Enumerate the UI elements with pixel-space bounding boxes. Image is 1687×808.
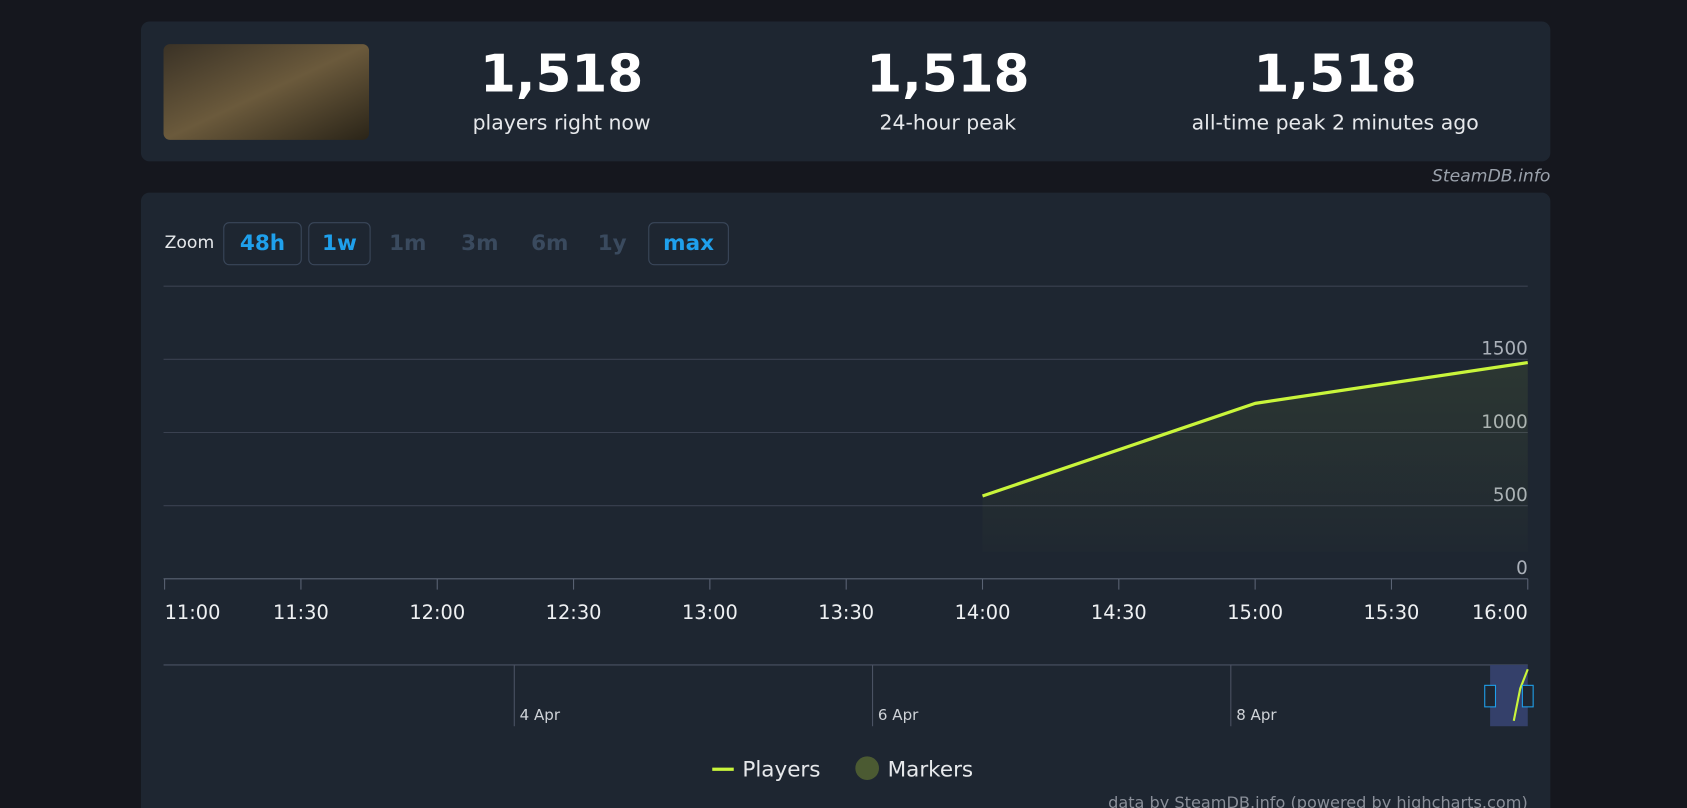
x-tick-label: 13:30 bbox=[818, 601, 874, 624]
zoom-button-label[interactable]: max bbox=[663, 231, 714, 256]
legend-label[interactable]: Players bbox=[742, 757, 820, 782]
chart: 05001000150011:0011:3012:0012:3013:0013:… bbox=[163, 285, 1529, 624]
source: SteamDB.info bbox=[1432, 166, 1550, 186]
zoom-button[interactable] bbox=[308, 222, 371, 266]
zoom-button[interactable] bbox=[648, 222, 729, 266]
navigator-handle[interactable] bbox=[1521, 684, 1534, 708]
x-tick-label: 12:30 bbox=[546, 601, 602, 624]
legend-symbol[interactable] bbox=[855, 756, 880, 781]
stats: 1,518 players right now 1,518 24-hour peak 1… bbox=[473, 44, 1479, 134]
chart-panel bbox=[140, 192, 1551, 808]
legend: Players Markers bbox=[712, 756, 973, 782]
navigator-label: 6 Apr bbox=[878, 706, 919, 724]
stat-label: players right now bbox=[473, 111, 651, 135]
navigator-label: 4 Apr bbox=[520, 706, 561, 724]
stat-value: 1,518 bbox=[1254, 44, 1417, 104]
x-tick-label: 14:00 bbox=[955, 601, 1011, 624]
series-area bbox=[982, 362, 1528, 552]
x-tick-label: 12:00 bbox=[409, 601, 465, 624]
x-tick-label: 15:30 bbox=[1364, 601, 1420, 624]
legend-label[interactable]: Markers bbox=[888, 757, 974, 782]
navigator-label: 8 Apr bbox=[1236, 706, 1277, 724]
stat-label: all-time peak 2 minutes ago bbox=[1192, 111, 1479, 135]
series-line bbox=[981, 360, 1529, 498]
x-tick-label: 16:00 bbox=[1472, 601, 1528, 624]
zoom-button-label: 1m bbox=[389, 231, 426, 256]
zoom-button-label: 6m bbox=[531, 231, 568, 256]
zoom-button-label: 1y bbox=[598, 231, 627, 256]
zoom-button-label[interactable]: 1w bbox=[322, 231, 357, 256]
stat-value: 1,518 bbox=[866, 44, 1029, 104]
y-tick-label: 0 bbox=[1516, 558, 1528, 579]
zoom-button[interactable] bbox=[223, 222, 302, 266]
navigator: 4 Apr 6 Apr 8 Apr bbox=[513, 664, 1277, 727]
navigator-handle[interactable] bbox=[1484, 684, 1497, 708]
zoom-label: Zoom bbox=[165, 233, 215, 253]
stat-value: 1,518 bbox=[480, 44, 643, 104]
zoom-buttons: 48h 1w 1m 3m 6m 1y max bbox=[223, 222, 729, 266]
x-tick-label: 15:00 bbox=[1227, 601, 1283, 624]
zoom-button-label: 3m bbox=[461, 231, 498, 256]
stat-label: 24-hour peak bbox=[880, 111, 1017, 135]
credit: data by SteamDB.info (powered by highcha… bbox=[1108, 793, 1528, 808]
x-tick-label: 11:30 bbox=[273, 601, 329, 624]
header-panel bbox=[140, 21, 1551, 162]
game-thumbnail bbox=[163, 44, 370, 140]
navigator-selection bbox=[1490, 664, 1528, 727]
zoom-button-label[interactable]: 48h bbox=[240, 231, 285, 256]
x-tick-label: 11:00 bbox=[165, 601, 221, 624]
x-tick-label: 14:30 bbox=[1091, 601, 1147, 624]
x-tick-label: 13:00 bbox=[682, 601, 738, 624]
y-tick-label: 1500 bbox=[1481, 339, 1528, 360]
navigator-series bbox=[1512, 668, 1529, 722]
